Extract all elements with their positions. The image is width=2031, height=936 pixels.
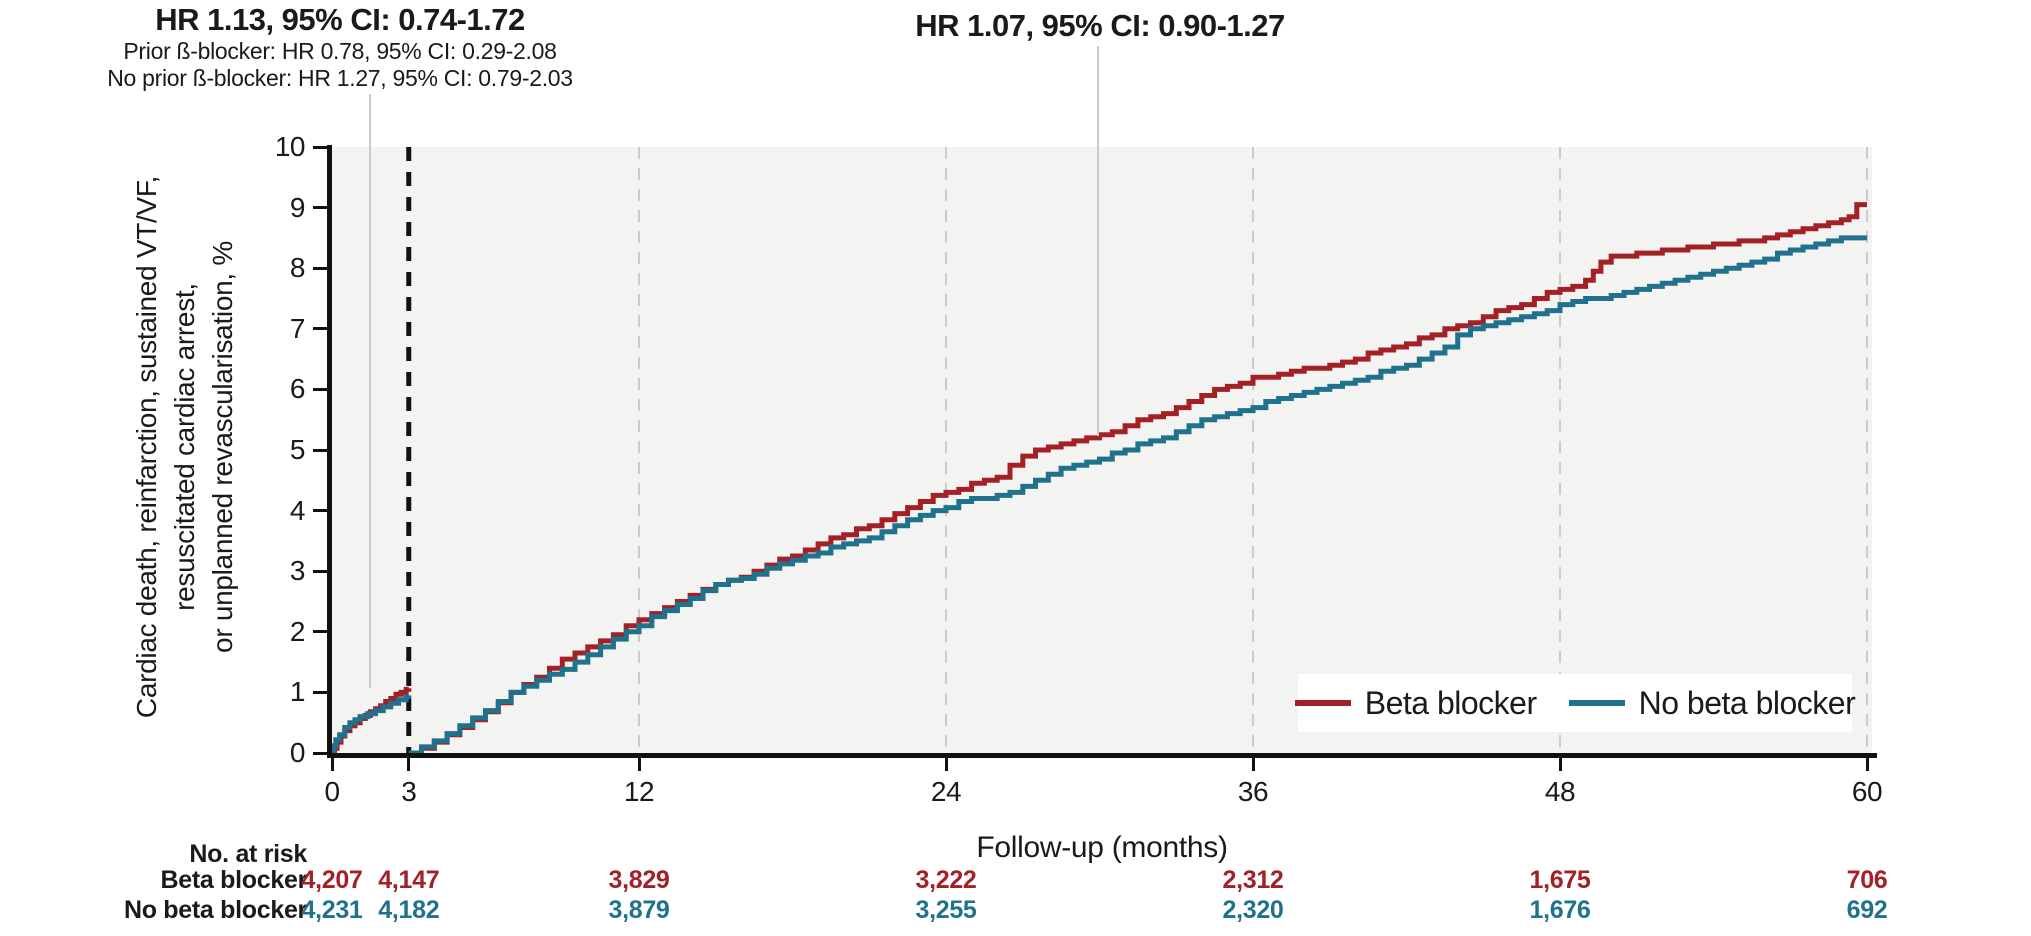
x-tick-36 xyxy=(1251,757,1255,771)
y-axis-spine xyxy=(327,145,332,757)
x-tick-label-36: 36 xyxy=(1237,776,1269,807)
y-tick-9 xyxy=(313,206,328,210)
x-tick-3 xyxy=(407,757,411,771)
y-tick-0 xyxy=(313,751,328,755)
risk-row-label-no-beta-blocker: No beta blocker xyxy=(123,896,307,924)
y-tick-6 xyxy=(313,387,328,391)
x-tick-label-48: 48 xyxy=(1544,776,1576,807)
landmark-annotation-title: HR 1.13, 95% CI: 0.74-1.72 xyxy=(155,2,525,37)
y-axis-label-line3: or unplanned revascularisation, % xyxy=(207,241,238,653)
y-tick-1 xyxy=(313,690,328,694)
risk-value-no-beta-blocker-month-3: 4,182 xyxy=(378,896,440,924)
y-tick-3 xyxy=(313,569,328,573)
y-tick-label-0: 0 xyxy=(289,737,306,768)
y-tick-7 xyxy=(313,327,328,331)
y-tick-label-10: 10 xyxy=(274,131,306,162)
overall-annotation: HR 1.07, 95% CI: 0.90-1.27 xyxy=(850,8,1350,44)
x-tick-label-60: 60 xyxy=(1851,776,1883,807)
risk-value-no-beta-blocker-month-24: 3,255 xyxy=(915,896,977,924)
risk-value-beta-blocker-month-0: 4,207 xyxy=(301,866,363,894)
x-tick-12 xyxy=(637,757,641,771)
y-tick-label-6: 6 xyxy=(289,373,306,405)
risk-value-beta-blocker-month-36: 2,312 xyxy=(1222,866,1284,894)
risk-value-no-beta-blocker-month-60: 692 xyxy=(1846,896,1888,924)
legend-swatch-beta-blocker xyxy=(1294,700,1351,706)
y-axis-label-line2: resuscitated cardiac arrest, xyxy=(169,283,200,611)
x-tick-24 xyxy=(944,757,948,771)
y-tick-label-3: 3 xyxy=(289,555,306,587)
x-axis-spine xyxy=(327,753,1877,758)
risk-row-label-beta-blocker: Beta blocker xyxy=(160,866,308,894)
x-tick-label-3: 3 xyxy=(401,776,417,807)
curve-no-beta-blocker-segment-1 xyxy=(332,694,412,753)
risk-value-beta-blocker-month-24: 3,222 xyxy=(915,866,977,894)
y-tick-5 xyxy=(313,448,328,452)
risk-value-beta-blocker-month-12: 3,829 xyxy=(608,866,670,894)
plot-area xyxy=(332,147,1872,753)
x-tick-label-12: 12 xyxy=(623,776,655,807)
y-tick-label-7: 7 xyxy=(289,312,306,344)
y-axis-label-line1: Cardiac death, reinfarction, sustained V… xyxy=(131,175,162,719)
landmark-annotation-pointer-line xyxy=(369,94,371,688)
legend-item-beta-blocker: Beta blocker xyxy=(1294,684,1537,722)
y-tick-10 xyxy=(313,145,328,149)
landmark-annotation: HR 1.13, 95% CI: 0.74-1.72 Prior ß-block… xyxy=(40,2,640,92)
legend-swatch-no-beta-blocker xyxy=(1568,700,1625,706)
overall-annotation-pointer-line xyxy=(1097,46,1099,436)
curve-beta-blocker-segment-2 xyxy=(408,202,1867,753)
y-tick-label-9: 9 xyxy=(289,191,306,223)
risk-value-no-beta-blocker-month-12: 3,879 xyxy=(608,896,670,924)
y-tick-label-2: 2 xyxy=(289,615,306,647)
x-axis-label: Follow-up (months) xyxy=(976,831,1228,864)
y-tick-label-8: 8 xyxy=(289,252,306,284)
x-tick-label-0: 0 xyxy=(324,776,340,807)
y-tick-label-4: 4 xyxy=(289,494,306,526)
risk-value-no-beta-blocker-month-48: 1,676 xyxy=(1529,896,1591,924)
x-tick-0 xyxy=(330,757,334,771)
y-axis-label: Cardiac death, reinfarction, sustained V… xyxy=(128,67,242,827)
y-tick-8 xyxy=(313,266,328,270)
risk-value-beta-blocker-month-48: 1,675 xyxy=(1529,866,1591,894)
y-tick-label-1: 1 xyxy=(289,676,306,708)
legend-label: No beta blocker xyxy=(1638,684,1856,721)
legend-item-no-beta-blocker: No beta blocker xyxy=(1568,684,1856,722)
landmark-annotation-sub2: No prior ß-blocker: HR 1.27, 95% CI: 0.7… xyxy=(107,65,573,91)
y-tick-label-5: 5 xyxy=(289,434,306,465)
legend: Beta blocker No beta blocker xyxy=(1294,674,1856,732)
risk-value-beta-blocker-month-60: 706 xyxy=(1846,866,1888,894)
risk-table-header: No. at risk xyxy=(189,840,307,868)
y-tick-2 xyxy=(313,630,328,634)
x-tick-60 xyxy=(1865,757,1869,771)
x-tick-48 xyxy=(1558,757,1562,771)
risk-value-no-beta-blocker-month-36: 2,320 xyxy=(1222,896,1284,924)
x-tick-label-24: 24 xyxy=(930,776,962,807)
overall-annotation-title: HR 1.07, 95% CI: 0.90-1.27 xyxy=(915,8,1285,43)
landmark-annotation-sub1: Prior ß-blocker: HR 0.78, 95% CI: 0.29-2… xyxy=(123,38,557,64)
risk-value-beta-blocker-month-3: 4,147 xyxy=(378,866,440,894)
risk-value-no-beta-blocker-month-0: 4,231 xyxy=(301,896,363,924)
curve-no-beta-blocker-segment-2 xyxy=(408,235,1867,753)
legend-label: Beta blocker xyxy=(1364,684,1537,721)
y-tick-4 xyxy=(313,509,328,513)
